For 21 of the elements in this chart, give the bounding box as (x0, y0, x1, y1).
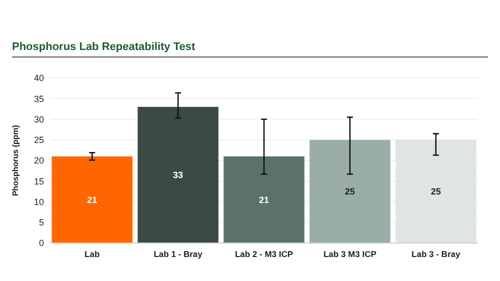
x-tick-label: Lab 3 M3 ICP (323, 249, 377, 259)
y-axis-title: Phosphorus (ppm) (11, 124, 20, 196)
x-tick-label: Lab 2 - M3 ICP (234, 249, 294, 259)
data-label: 21 (87, 194, 98, 205)
y-tick-label: 20 (34, 156, 44, 166)
data-label: 21 (258, 194, 270, 205)
x-tick-label: Lab 1 - Bray (154, 249, 203, 259)
y-tick-label: 40 (34, 73, 44, 84)
x-tick-label: Lab (84, 249, 100, 259)
y-tick-label: 15 (34, 176, 44, 186)
y-tick-label: 25 (34, 135, 44, 146)
y-tick-label: 35 (34, 94, 44, 104)
data-label: 25 (344, 186, 355, 197)
y-tick-label: 0 (38, 238, 44, 248)
x-tick-label: Lab 3 - Bray (412, 249, 460, 259)
y-tick-label: 10 (34, 196, 44, 207)
data-label: 33 (173, 170, 184, 180)
data-label: 25 (430, 186, 441, 197)
y-tick-label: 30 (34, 114, 44, 124)
y-tick-label: 5 (38, 218, 44, 228)
chart-title: Phosphorus Lab Repeatability Test (12, 41, 196, 53)
